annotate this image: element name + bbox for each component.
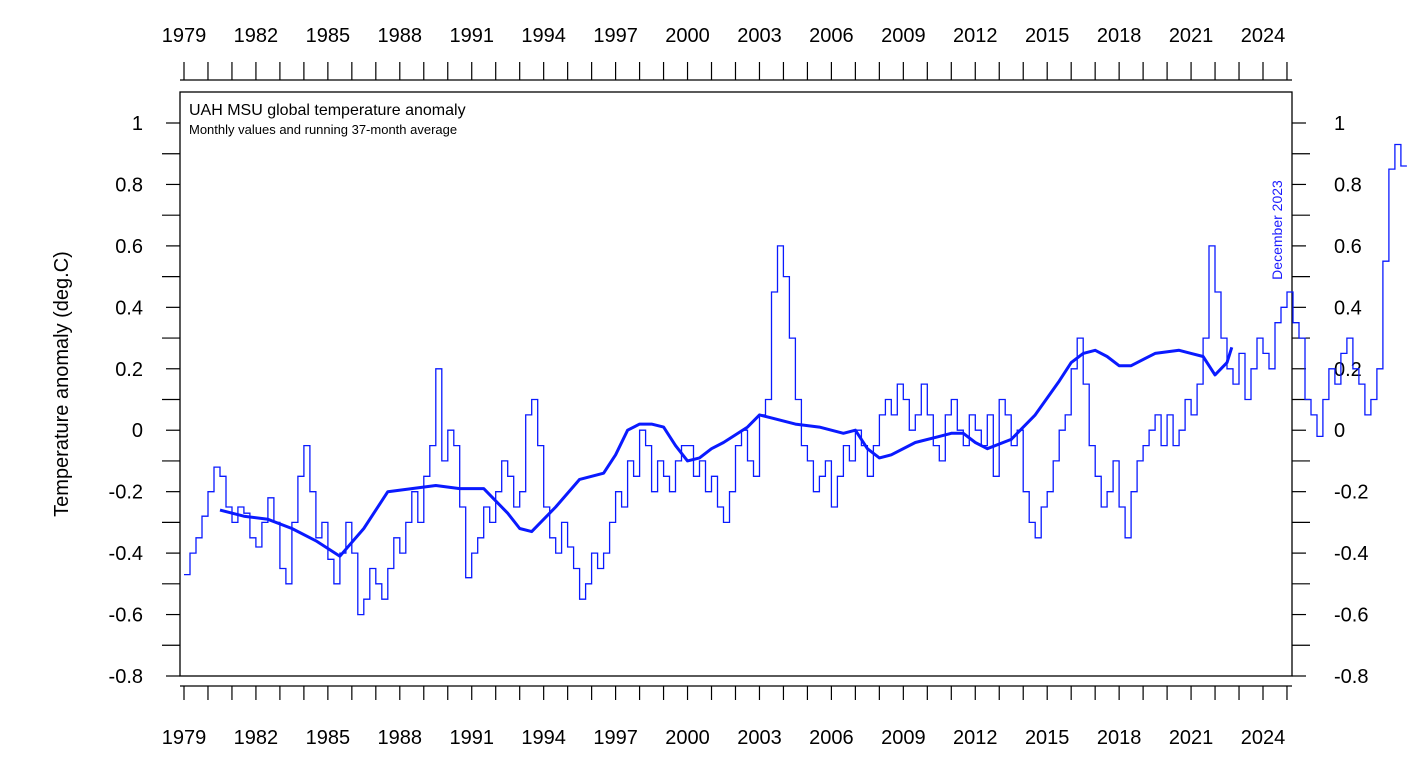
y-tick-label-left: 0.2 bbox=[115, 359, 143, 381]
x-tick-label-top: 1991 bbox=[449, 25, 494, 47]
x-tick-label-top: 2006 bbox=[809, 25, 854, 47]
x-tick-label-bottom: 1982 bbox=[234, 727, 279, 749]
y-axis-title: Temperature anomaly (deg.C) bbox=[51, 251, 73, 517]
x-tick-label-bottom: 2003 bbox=[737, 727, 782, 749]
x-tick-label-top: 1985 bbox=[306, 25, 351, 47]
x-tick-label-bottom: 1991 bbox=[449, 727, 494, 749]
running-average-line bbox=[219, 346, 1234, 558]
x-tick-label-top: 2003 bbox=[737, 25, 782, 47]
y-tick-label-right: 0 bbox=[1334, 420, 1345, 442]
y-tick-label-right: -0.4 bbox=[1334, 543, 1368, 565]
y-tick-label-left: 0 bbox=[132, 420, 143, 442]
ticks-layer bbox=[162, 62, 1310, 700]
x-tick-label-top: 1988 bbox=[378, 25, 423, 47]
y-tick-label-right: -0.6 bbox=[1334, 605, 1368, 627]
x-tick-label-top: 2018 bbox=[1097, 25, 1142, 47]
chart-subtitle: Monthly values and running 37-month aver… bbox=[189, 122, 457, 137]
y-tick-label-left: 0.8 bbox=[115, 174, 143, 196]
y-tick-label-left: 0.4 bbox=[115, 297, 143, 319]
x-tick-label-bottom: 2018 bbox=[1097, 727, 1142, 749]
x-tick-label-top: 2015 bbox=[1025, 25, 1070, 47]
y-tick-label-right: 0.4 bbox=[1334, 297, 1362, 319]
x-tick-label-bottom: 1985 bbox=[306, 727, 351, 749]
y-tick-label-left: -0.6 bbox=[109, 605, 143, 627]
monthly-values-line bbox=[184, 143, 1407, 616]
latest-month-annotation: December 2023 bbox=[1269, 180, 1285, 280]
x-tick-label-top: 1982 bbox=[234, 25, 279, 47]
y-tick-label-left: -0.4 bbox=[109, 543, 143, 565]
y-tick-label-right: -0.2 bbox=[1334, 482, 1368, 504]
x-tick-label-top: 1997 bbox=[593, 25, 638, 47]
y-tick-label-right: 0.6 bbox=[1334, 236, 1362, 258]
x-tick-label-top: 2009 bbox=[881, 25, 926, 47]
y-tick-label-left: -0.8 bbox=[109, 666, 143, 688]
x-tick-label-bottom: 2000 bbox=[665, 727, 710, 749]
chart-title: UAH MSU global temperature anomaly bbox=[189, 102, 466, 119]
y-tick-label-right: -0.8 bbox=[1334, 666, 1368, 688]
x-tick-label-bottom: 1988 bbox=[378, 727, 423, 749]
y-tick-label-right: 0.8 bbox=[1334, 174, 1362, 196]
x-tick-label-top: 2000 bbox=[665, 25, 710, 47]
x-tick-label-bottom: 1997 bbox=[593, 727, 638, 749]
x-tick-label-top: 2024 bbox=[1241, 25, 1286, 47]
x-tick-label-bottom: 2024 bbox=[1241, 727, 1286, 749]
x-tick-label-bottom: 2012 bbox=[953, 727, 998, 749]
series-layer bbox=[184, 143, 1407, 616]
plot-frame bbox=[179, 91, 1293, 677]
x-tick-label-bottom: 1979 bbox=[162, 727, 207, 749]
x-tick-label-bottom: 2015 bbox=[1025, 727, 1070, 749]
x-tick-label-bottom: 2021 bbox=[1169, 727, 1214, 749]
y-tick-label-left: 1 bbox=[132, 113, 143, 135]
x-tick-label-bottom: 1994 bbox=[521, 727, 566, 749]
x-tick-label-bottom: 2009 bbox=[881, 727, 926, 749]
x-tick-label-top: 1979 bbox=[162, 25, 207, 47]
x-tick-label-top: 2021 bbox=[1169, 25, 1214, 47]
y-tick-label-left: -0.2 bbox=[109, 482, 143, 504]
y-tick-label-left: 0.6 bbox=[115, 236, 143, 258]
x-tick-label-bottom: 2006 bbox=[809, 727, 854, 749]
y-tick-label-right: 0.2 bbox=[1334, 359, 1362, 381]
x-tick-label-top: 2012 bbox=[953, 25, 998, 47]
x-tick-label-top: 1994 bbox=[521, 25, 566, 47]
y-tick-label-right: 1 bbox=[1334, 113, 1345, 135]
tick-labels-layer: 1979 1979 1982 1982 1985 1985 1988 1988 1991 1991… bbox=[109, 25, 1369, 749]
